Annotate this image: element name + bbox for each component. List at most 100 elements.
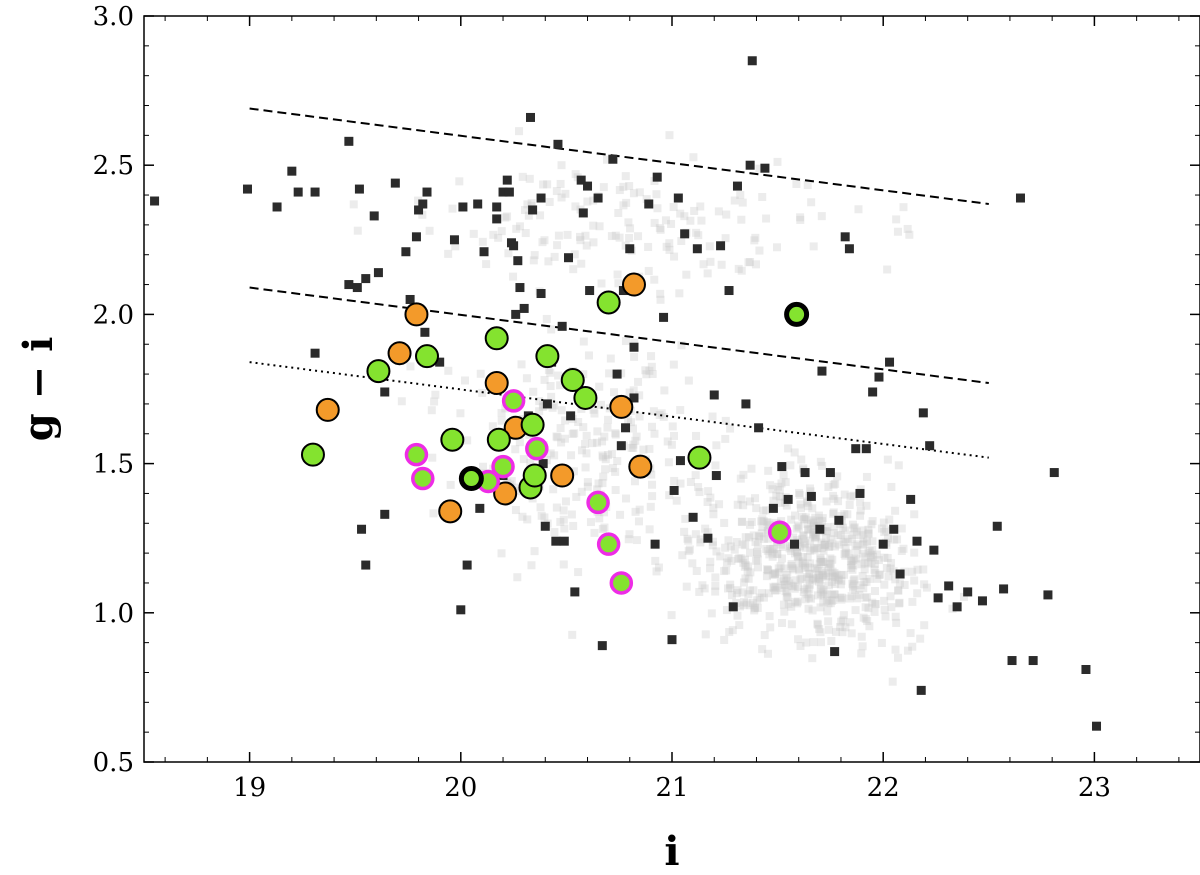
background-point xyxy=(664,458,673,467)
dark-square-point xyxy=(515,283,525,293)
magenta-ring-point xyxy=(491,454,515,479)
black-ring-point xyxy=(458,466,484,492)
background-point xyxy=(857,560,866,569)
background-point xyxy=(789,582,798,591)
background-point xyxy=(583,478,592,487)
background-point xyxy=(852,527,861,536)
background-point xyxy=(634,517,643,526)
background-point xyxy=(817,544,826,553)
background-point xyxy=(570,250,579,259)
background-point xyxy=(768,485,777,494)
background-point xyxy=(831,571,840,580)
background-point xyxy=(512,224,521,233)
dark-square-point xyxy=(999,584,1009,594)
dark-square-point xyxy=(817,366,827,376)
background-point xyxy=(690,206,699,215)
background-point xyxy=(828,555,837,564)
dark-square-point xyxy=(644,199,654,209)
background-point xyxy=(814,573,823,582)
background-point xyxy=(608,464,617,473)
dark-square-point xyxy=(952,602,962,612)
background-point xyxy=(800,539,809,548)
background-point xyxy=(755,164,764,173)
background-point xyxy=(842,548,851,557)
green-point xyxy=(366,359,391,384)
background-point xyxy=(695,587,704,596)
background-point xyxy=(670,431,679,440)
background-point xyxy=(826,599,835,608)
background-point xyxy=(665,131,674,140)
dark-square-point xyxy=(861,444,871,454)
green-point xyxy=(415,344,440,369)
background-point xyxy=(455,177,464,186)
background-point xyxy=(709,510,718,519)
background-point xyxy=(736,191,745,200)
green-point xyxy=(573,385,598,410)
background-point xyxy=(799,532,808,541)
background-point xyxy=(603,155,612,164)
background-point xyxy=(883,455,892,464)
background-point xyxy=(631,507,640,516)
background-point xyxy=(852,554,861,563)
background-point xyxy=(782,588,791,597)
background-point xyxy=(861,552,870,561)
background-point xyxy=(809,519,818,528)
background-point xyxy=(801,543,810,552)
dark-square-point xyxy=(728,602,738,612)
background-point xyxy=(817,557,826,566)
dark-square-point xyxy=(855,488,865,498)
green-point xyxy=(687,445,712,470)
background-point xyxy=(582,431,591,440)
background-point xyxy=(867,520,876,529)
background-point xyxy=(816,590,825,599)
background-point xyxy=(665,239,674,248)
dark-square-point xyxy=(618,286,628,296)
background-point xyxy=(806,546,815,555)
background-point xyxy=(835,540,844,549)
background-point xyxy=(684,376,693,385)
background-point xyxy=(819,598,828,607)
background-point xyxy=(722,558,731,567)
background-point xyxy=(830,522,839,531)
background-point xyxy=(755,532,764,541)
background-point xyxy=(807,198,816,207)
background-point xyxy=(517,360,526,369)
background-point xyxy=(776,498,785,507)
background-point xyxy=(834,575,843,584)
background-point xyxy=(672,496,681,505)
dark-square-point xyxy=(933,593,943,603)
dark-square-point xyxy=(585,286,595,296)
background-point xyxy=(691,471,700,480)
background-point xyxy=(430,397,439,406)
background-point xyxy=(692,566,701,575)
background-point xyxy=(841,535,850,544)
background-point xyxy=(775,486,784,495)
background-point xyxy=(537,511,546,520)
background-point xyxy=(831,479,840,488)
background-point xyxy=(880,553,889,562)
background-point xyxy=(856,511,865,520)
background-point xyxy=(547,392,556,401)
background-point xyxy=(824,542,833,551)
background-point xyxy=(762,572,771,581)
background-point xyxy=(574,568,583,577)
background-point xyxy=(726,542,735,551)
dark-square-point xyxy=(825,468,835,478)
background-point xyxy=(752,548,761,557)
background-point xyxy=(830,590,839,599)
dark-square-point xyxy=(675,456,685,466)
background-point xyxy=(825,542,834,551)
background-point xyxy=(632,536,641,545)
background-point xyxy=(540,375,549,384)
background-point xyxy=(829,595,838,604)
background-point xyxy=(703,269,712,278)
background-point xyxy=(511,445,520,454)
background-point xyxy=(567,510,576,519)
background-point xyxy=(843,510,852,519)
background-point xyxy=(764,518,773,527)
background-point xyxy=(899,203,908,212)
background-point xyxy=(689,153,698,162)
background-point xyxy=(821,541,830,550)
background-point xyxy=(680,527,689,536)
background-point xyxy=(787,620,796,629)
